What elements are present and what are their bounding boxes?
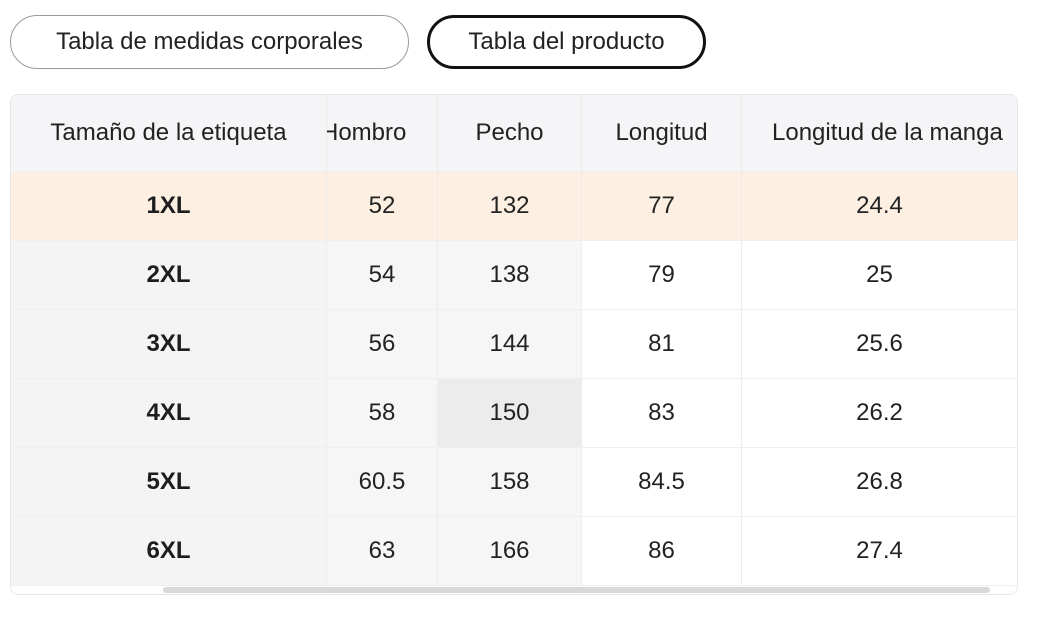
size-cell: 4XL xyxy=(11,379,327,447)
table-row: 6XL 63 166 86 27.4 xyxy=(11,517,1017,586)
size-cell: 5XL xyxy=(11,448,327,516)
table-row: 5XL 60.5 158 84.5 26.8 xyxy=(11,448,1017,517)
header-cell-chest: Pecho xyxy=(438,95,582,171)
shoulder-cell: 54 xyxy=(327,241,438,309)
sleeve-length-cell: 25 xyxy=(866,261,893,288)
size-cell: 2XL xyxy=(11,241,327,309)
shoulder-cell: 63 xyxy=(327,517,438,585)
horizontal-scrollbar[interactable] xyxy=(163,587,990,593)
size-cell: 3XL xyxy=(11,310,327,378)
sleeve-length-cell: 24.4 xyxy=(856,192,903,219)
chest-cell: 144 xyxy=(438,310,582,378)
shoulder-cell: 52 xyxy=(327,172,438,240)
length-cell: 83 xyxy=(582,379,742,447)
length-cell: 79 xyxy=(582,241,742,309)
sleeve-length-cell: 27.4 xyxy=(856,537,903,564)
tab-label: Tabla de medidas corporales xyxy=(56,28,363,55)
shoulder-cell: 58 xyxy=(327,379,438,447)
table-row: 1XL 52 132 77 24.4 xyxy=(11,172,1017,241)
size-cell: 1XL xyxy=(11,172,327,240)
length-cell: 86 xyxy=(582,517,742,585)
tab-body-measurements[interactable]: Tabla de medidas corporales xyxy=(10,15,409,69)
header-cell-size-label: Tamaño de la etiqueta xyxy=(11,95,327,171)
length-cell: 77 xyxy=(582,172,742,240)
table-header-row: Tamaño de la etiqueta Hombro Pecho Longi… xyxy=(11,95,1017,172)
header-cell-sleeve-length: Longitud de la manga xyxy=(772,119,1003,146)
table-row: 4XL 58 150 83 26.2 xyxy=(11,379,1017,448)
sleeve-length-cell: 26.2 xyxy=(856,399,903,426)
tab-label: Tabla del producto xyxy=(468,28,665,55)
shoulder-cell: 60.5 xyxy=(327,448,438,516)
tab-product-measurements[interactable]: Tabla del producto xyxy=(427,15,706,69)
length-cell: 84.5 xyxy=(582,448,742,516)
table-row: 3XL 56 144 81 25.6 xyxy=(11,310,1017,379)
chest-cell: 132 xyxy=(438,172,582,240)
chest-cell: 166 xyxy=(438,517,582,585)
chest-cell: 138 xyxy=(438,241,582,309)
sleeve-length-cell: 25.6 xyxy=(856,330,903,357)
length-cell: 81 xyxy=(582,310,742,378)
table-row: 2XL 54 138 79 25 xyxy=(11,241,1017,310)
sleeve-length-cell: 26.8 xyxy=(856,468,903,495)
chest-cell: 158 xyxy=(438,448,582,516)
header-cell-length: Longitud xyxy=(582,95,742,171)
header-cell-shoulder: Hombro xyxy=(327,95,438,171)
chest-cell: 150 xyxy=(438,379,582,447)
size-table: Tamaño de la etiqueta Hombro Pecho Longi… xyxy=(10,94,1018,595)
size-cell: 6XL xyxy=(11,517,327,585)
shoulder-cell: 56 xyxy=(327,310,438,378)
